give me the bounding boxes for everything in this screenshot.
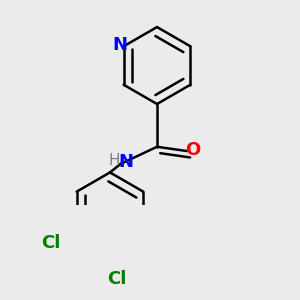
Text: N: N: [118, 153, 134, 171]
Text: H: H: [109, 153, 120, 168]
Text: O: O: [185, 141, 200, 159]
Text: Cl: Cl: [107, 270, 126, 288]
Text: Cl: Cl: [41, 234, 61, 252]
Text: N: N: [112, 36, 127, 54]
